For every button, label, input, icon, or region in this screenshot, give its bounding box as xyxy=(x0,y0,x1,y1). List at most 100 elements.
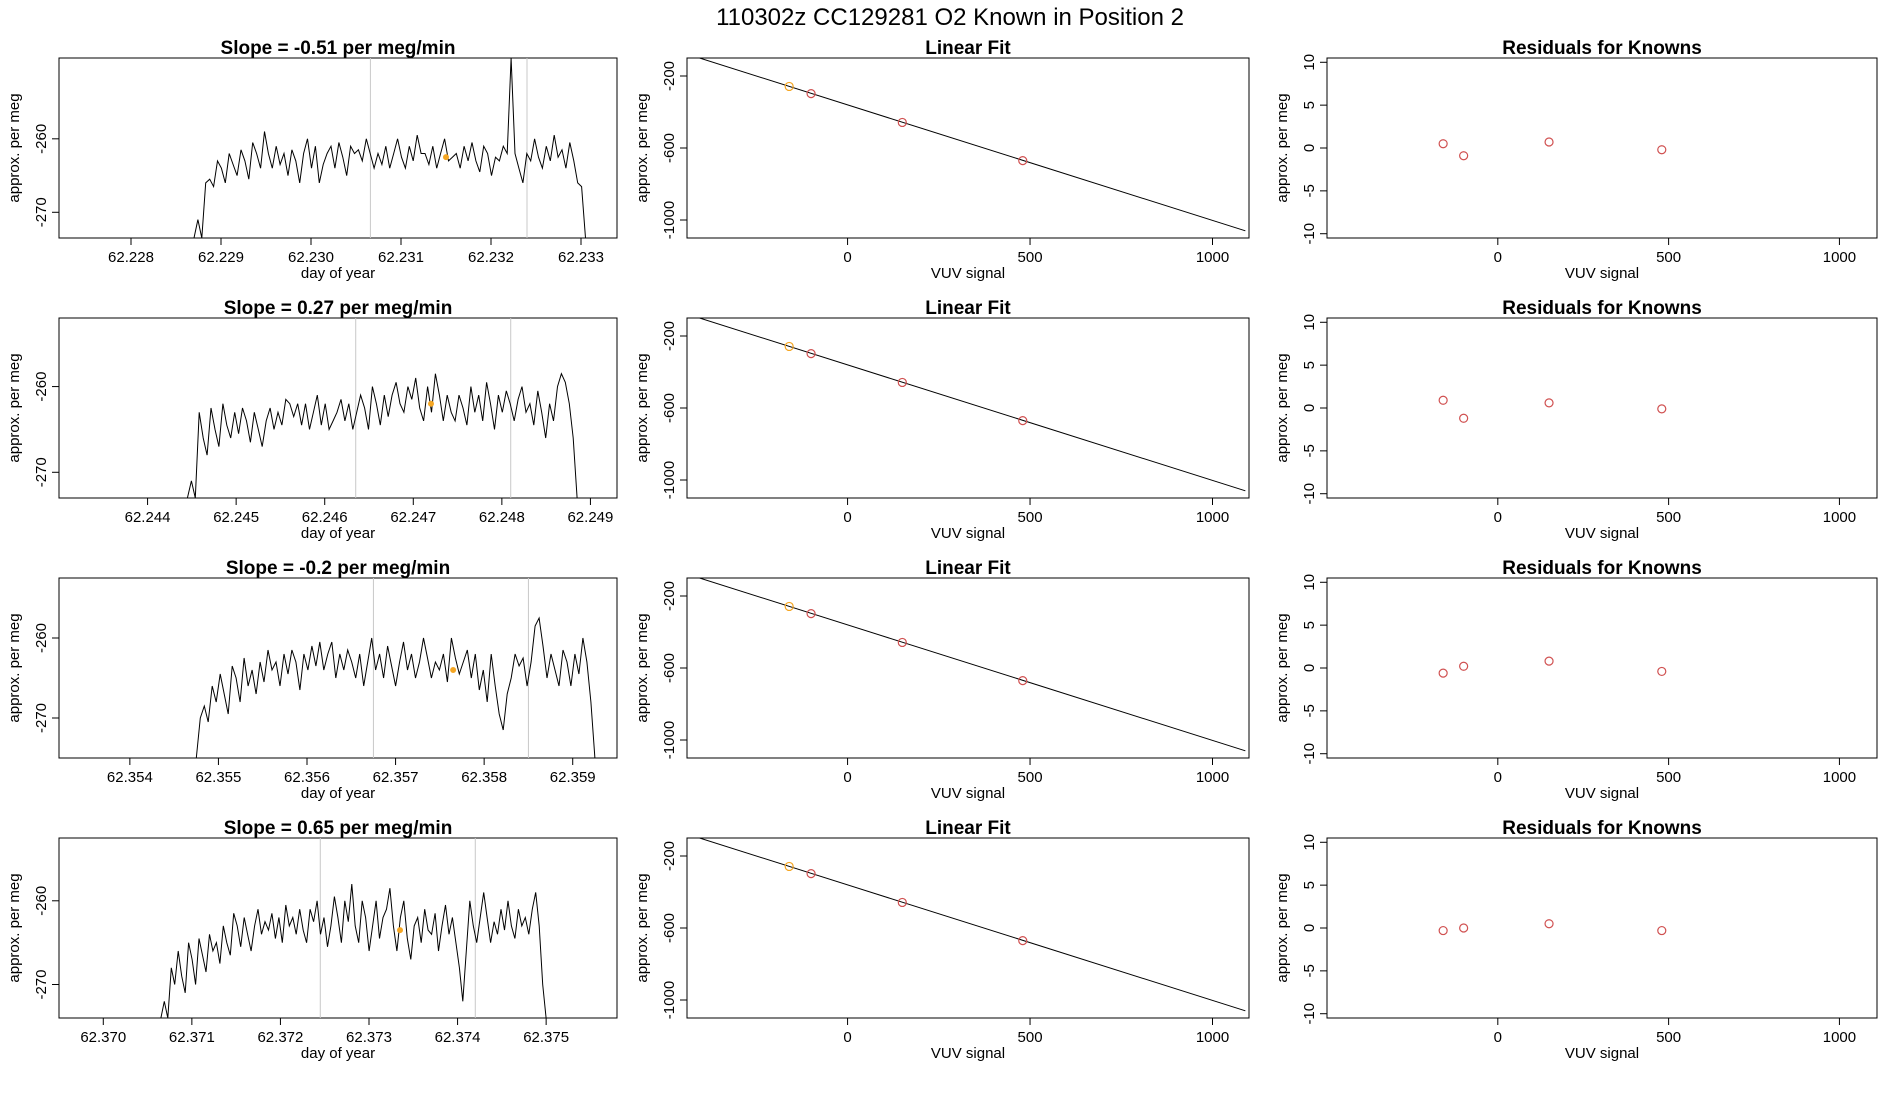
y-tick-label: -1000 xyxy=(661,981,678,1019)
series-line xyxy=(193,58,586,238)
y-axis-label: approx. per meg xyxy=(1274,93,1291,202)
residual-point xyxy=(1459,661,1469,671)
x-tick-label: 1000 xyxy=(1823,509,1856,526)
x-axis-label: day of year xyxy=(301,1045,375,1062)
y-tick-label: -600 xyxy=(661,133,678,163)
residual-point xyxy=(1544,137,1554,147)
y-tick-label: 0 xyxy=(1301,924,1318,932)
x-tick-label: 0 xyxy=(843,249,851,266)
plot-area xyxy=(697,838,1246,1012)
plot-frame xyxy=(1326,317,1878,499)
panel-title: Linear Fit xyxy=(925,818,1011,839)
x-tick-label: 62.374 xyxy=(435,1029,481,1046)
y-axis-label: approx. per meg xyxy=(1274,613,1291,722)
plot-frame xyxy=(686,317,1250,499)
y-tick-label: 10 xyxy=(1301,834,1318,851)
x-tick-label: 500 xyxy=(1018,769,1043,786)
y-tick-label: -270 xyxy=(33,197,50,227)
residual-point xyxy=(1657,404,1667,414)
x-tick-label: 62.375 xyxy=(523,1029,569,1046)
x-tick-label: 62.371 xyxy=(169,1029,215,1046)
plot-frame xyxy=(1326,57,1878,239)
x-tick-label: 500 xyxy=(1656,769,1681,786)
linear-fit-panel-2: Linear Fit 0 500 1000 -1000 -600 -200 VUV signa… xyxy=(634,298,1250,542)
x-tick-label: 500 xyxy=(1656,509,1681,526)
plot-area xyxy=(1438,395,1667,423)
x-axis-label: VUV signal xyxy=(1565,265,1639,282)
y-tick-label: -5 xyxy=(1301,704,1318,717)
y-tick-label: 10 xyxy=(1301,54,1318,71)
data-point xyxy=(806,89,816,99)
y-tick-label: -260 xyxy=(33,372,50,402)
marker-point xyxy=(428,400,434,407)
x-tick-label: 62.354 xyxy=(107,769,153,786)
fit-line xyxy=(697,838,1246,1012)
x-tick-label: 62.231 xyxy=(378,249,424,266)
y-tick-label: 10 xyxy=(1301,574,1318,591)
residual-point xyxy=(1544,656,1554,666)
fit-line xyxy=(697,578,1246,752)
panel-title: Residuals for Knowns xyxy=(1502,38,1702,59)
panel-title: Linear Fit xyxy=(925,38,1011,59)
panel-title: Linear Fit xyxy=(925,558,1011,579)
data-point xyxy=(897,897,907,908)
timeseries-panel-4: Slope = 0.65 per meg/min 62.370 62.371 62.3… xyxy=(6,818,618,1062)
y-tick-label: 5 xyxy=(1301,881,1318,889)
x-tick-label: 1000 xyxy=(1823,249,1856,266)
residual-point xyxy=(1438,139,1448,149)
residual-point xyxy=(1438,395,1448,405)
marker-point xyxy=(397,927,403,934)
x-tick-label: 1000 xyxy=(1196,509,1229,526)
x-tick-label: 62.247 xyxy=(390,509,436,526)
y-tick-label: 0 xyxy=(1301,664,1318,672)
y-tick-label: -260 xyxy=(33,623,50,653)
linear-fit-panel-1: Linear Fit 0 500 1000 -1000 -600 -200 VUV signa… xyxy=(634,38,1250,282)
data-point xyxy=(806,869,816,879)
data-point xyxy=(806,609,816,619)
y-tick-label: 0 xyxy=(1301,144,1318,152)
x-tick-label: 62.372 xyxy=(257,1029,303,1046)
x-axis-label: VUV signal xyxy=(1565,1045,1639,1062)
x-tick-label: 1000 xyxy=(1196,249,1229,266)
x-axis-label: VUV signal xyxy=(931,525,1005,542)
y-axis-label: approx. per meg xyxy=(6,93,23,202)
plot-frame xyxy=(58,577,618,759)
y-tick-label: 5 xyxy=(1301,101,1318,109)
y-tick-label: -260 xyxy=(33,124,50,154)
data-point xyxy=(784,861,794,872)
fit-line xyxy=(697,58,1246,232)
x-tick-label: 62.228 xyxy=(108,249,154,266)
data-point xyxy=(1018,675,1028,686)
plot-area xyxy=(697,318,1246,492)
residuals-panel-2: Residuals for Knowns 0 500 1000 -10 -5 0 5 10 VUV… xyxy=(1274,298,1878,542)
panel-title: Slope = -0.2 per meg/min xyxy=(226,558,450,579)
x-tick-label: 62.356 xyxy=(284,769,330,786)
x-tick-label: 0 xyxy=(1494,769,1502,786)
x-tick-label: 62.233 xyxy=(558,249,604,266)
y-tick-label: -200 xyxy=(661,61,678,91)
x-tick-label: 0 xyxy=(843,769,851,786)
y-axis-label: approx. per meg xyxy=(634,873,651,982)
residuals-panel-3: Residuals for Knowns 0 500 1000 -10 -5 0 5 10 VUV… xyxy=(1274,558,1878,802)
panel-title: Residuals for Knowns xyxy=(1502,818,1702,839)
plot-area xyxy=(59,58,586,238)
data-point xyxy=(897,377,907,388)
residual-point xyxy=(1438,668,1448,678)
y-tick-label: -200 xyxy=(661,581,678,611)
data-point xyxy=(897,117,907,128)
x-tick-label: 62.370 xyxy=(80,1029,126,1046)
linear-fit-panel-3: Linear Fit 0 500 1000 -1000 -600 -200 VUV signa… xyxy=(634,558,1250,802)
residual-point xyxy=(1657,925,1667,936)
y-tick-label: -200 xyxy=(661,841,678,871)
data-point xyxy=(784,601,794,612)
data-point xyxy=(897,637,907,648)
y-tick-label: 5 xyxy=(1301,361,1318,369)
residuals-panel-1: Residuals for Knowns 0 500 1000 -10 -5 0 5 10 VUV… xyxy=(1274,38,1878,282)
residual-point xyxy=(1459,413,1469,423)
plot-frame xyxy=(58,317,618,499)
y-tick-label: 0 xyxy=(1301,404,1318,412)
series-line xyxy=(195,616,596,758)
panel-title: Residuals for Knowns xyxy=(1502,298,1702,319)
y-axis-label: approx. per meg xyxy=(634,613,651,722)
y-tick-label: -10 xyxy=(1301,223,1318,245)
